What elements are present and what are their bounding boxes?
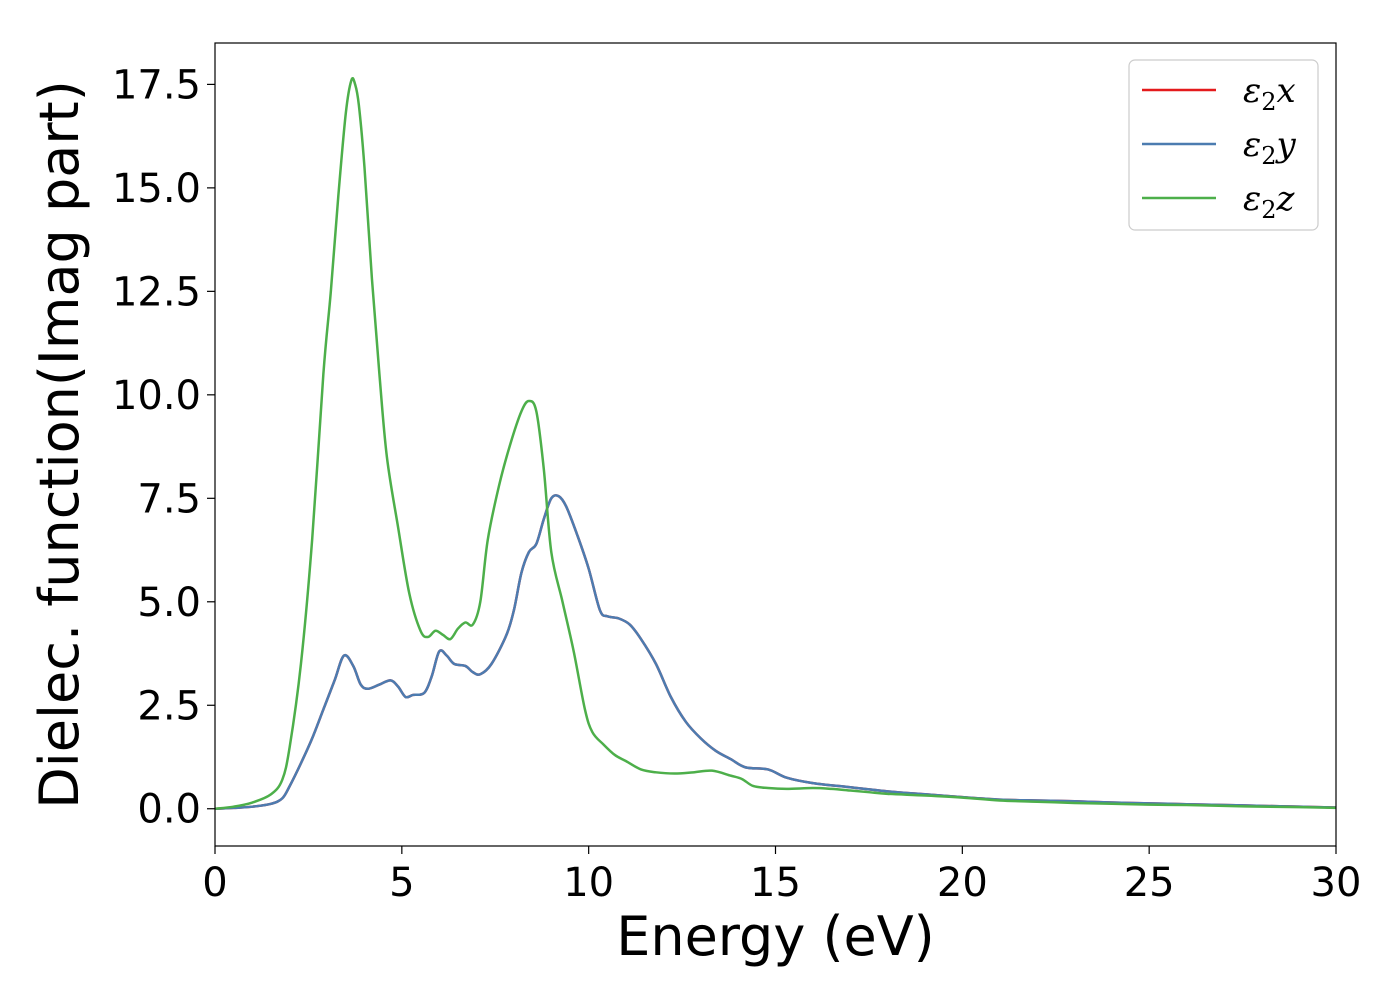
legend: ε2x ε2y ε2z bbox=[1128, 59, 1319, 231]
series-line-z bbox=[214, 77, 1337, 810]
y-tick-label: 2.5 bbox=[137, 683, 201, 729]
x-tick-label: 30 bbox=[1311, 860, 1362, 906]
y-axis: 0.0 2.5 5.0 7.5 10.0 12.5 15.0 17.5 bbox=[112, 62, 215, 833]
legend-label-y: ε2y bbox=[1243, 125, 1297, 170]
y-tick-label: 17.5 bbox=[112, 62, 201, 108]
x-tick-label: 15 bbox=[750, 860, 801, 906]
x-tick-label: 0 bbox=[202, 860, 227, 906]
x-tick-label: 25 bbox=[1124, 860, 1175, 906]
y-tick-label: 12.5 bbox=[112, 269, 201, 315]
legend-label-z: ε2z bbox=[1243, 179, 1296, 224]
legend-frame bbox=[1128, 59, 1319, 231]
x-tick-label: 5 bbox=[389, 860, 414, 906]
y-tick-label: 7.5 bbox=[137, 476, 201, 522]
x-tick-label: 20 bbox=[937, 860, 988, 906]
x-tick-label: 10 bbox=[563, 860, 614, 906]
legend-label-x: ε2x bbox=[1243, 71, 1296, 116]
y-tick-label: 10.0 bbox=[112, 373, 201, 419]
y-tick-label: 0.0 bbox=[137, 787, 201, 833]
y-axis-label: Dielec. function(Imag part) bbox=[28, 80, 91, 809]
y-tick-label: 5.0 bbox=[137, 580, 201, 626]
series-layer bbox=[214, 77, 1337, 810]
x-axis-label: Energy (eV) bbox=[616, 905, 935, 968]
y-tick-label: 15.0 bbox=[112, 166, 201, 212]
x-axis: 0 5 10 15 20 25 30 bbox=[202, 846, 1361, 906]
